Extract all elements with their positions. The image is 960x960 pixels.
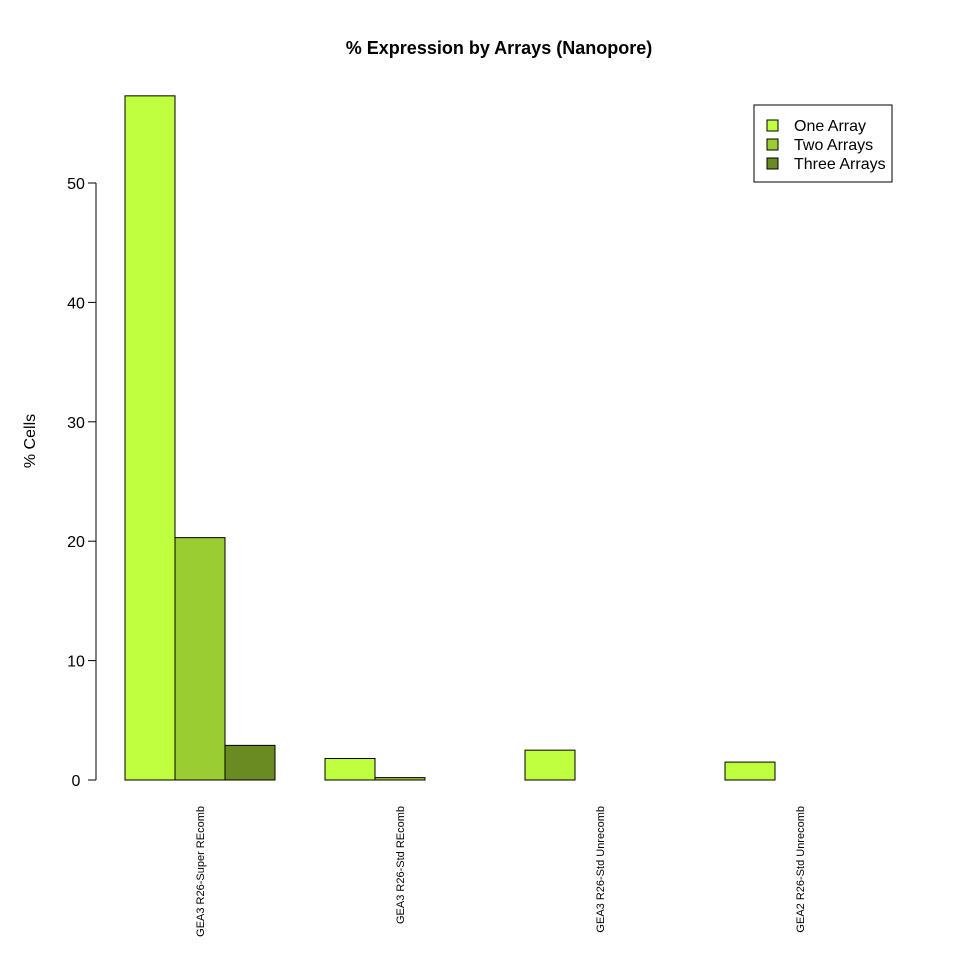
category-label: GEA2 R26-Std Unrecomb bbox=[795, 806, 807, 933]
bar-1-1 bbox=[124, 95, 176, 781]
bar-3-1 bbox=[224, 744, 276, 781]
chart-title: % Expression by Arrays (Nanopore) bbox=[346, 38, 652, 58]
y-tick-label: 30 bbox=[67, 415, 85, 432]
legend-label: Three Arrays bbox=[794, 156, 886, 173]
bar-2-1 bbox=[174, 537, 226, 781]
y-tick-label: 0 bbox=[72, 773, 81, 790]
bar-1-4 bbox=[724, 761, 776, 781]
y-tick-label: 20 bbox=[67, 534, 85, 551]
legend-label: Two Arrays bbox=[794, 137, 873, 154]
bar-1-2 bbox=[324, 758, 376, 781]
category-label: GEA3 R26-Super REcomb bbox=[195, 806, 207, 937]
category-label: GEA3 R26-Std REcomb bbox=[395, 806, 407, 924]
legend-label: One Array bbox=[794, 118, 866, 135]
y-axis: 0 10 20 30 40 50 bbox=[67, 176, 97, 790]
bar-1-3 bbox=[524, 749, 576, 781]
y-tick-label: 10 bbox=[67, 654, 85, 671]
y-tick-label: 50 bbox=[67, 176, 85, 193]
legend-swatch bbox=[766, 157, 779, 170]
bars-group bbox=[124, 95, 776, 781]
category-labels: GEA3 R26-Super REcomb GEA3 R26-Std REcomb… bbox=[195, 806, 807, 937]
legend-swatch bbox=[766, 138, 779, 151]
y-axis-label: % Cells bbox=[22, 414, 39, 468]
legend: One Array Two Arrays Three Arrays bbox=[753, 104, 893, 183]
category-label: GEA3 R26-Std Unrecomb bbox=[595, 806, 607, 933]
legend-swatch bbox=[766, 119, 779, 132]
bar-2-2 bbox=[374, 777, 426, 781]
y-tick-label: 40 bbox=[67, 295, 85, 312]
